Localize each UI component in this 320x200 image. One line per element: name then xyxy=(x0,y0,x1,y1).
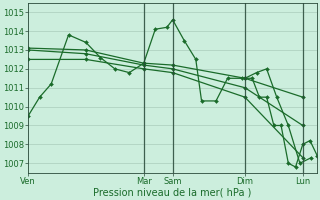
X-axis label: Pression niveau de la mer( hPa ): Pression niveau de la mer( hPa ) xyxy=(93,187,252,197)
